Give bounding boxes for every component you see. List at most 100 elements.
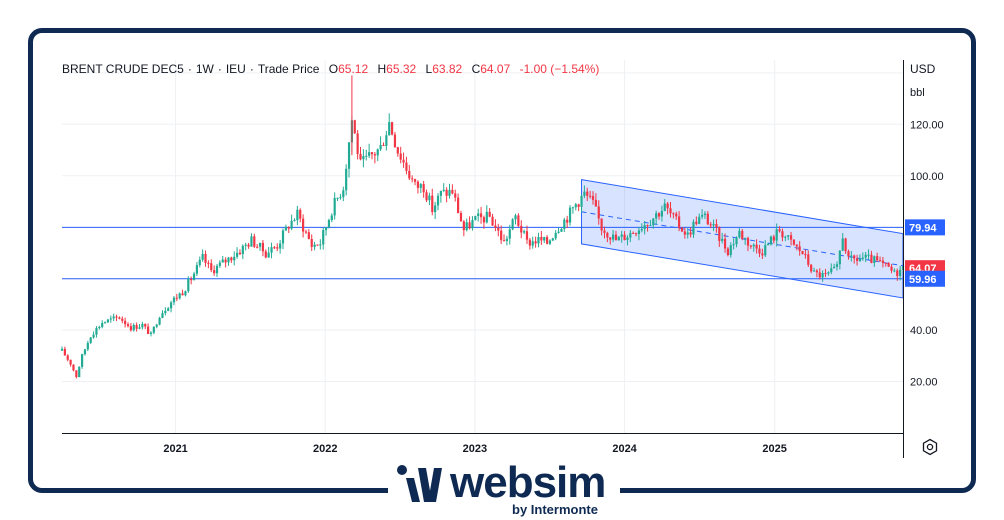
candle-body bbox=[195, 265, 199, 274]
candle-body bbox=[462, 221, 465, 231]
candle-body bbox=[299, 209, 302, 219]
candle-body bbox=[261, 242, 265, 252]
candle-body bbox=[190, 278, 193, 281]
candle-body bbox=[873, 256, 876, 263]
candle-body bbox=[353, 120, 356, 134]
candle-body bbox=[611, 234, 615, 240]
legend-close: 64.07 bbox=[480, 62, 511, 76]
candle-body bbox=[98, 326, 101, 329]
candle-body bbox=[548, 240, 552, 244]
candle-body bbox=[833, 266, 836, 269]
candle-body bbox=[712, 223, 715, 226]
candle-body bbox=[818, 272, 821, 278]
candle-body bbox=[281, 230, 285, 244]
candle-body bbox=[643, 225, 646, 230]
candle-body bbox=[345, 168, 348, 191]
candle-body bbox=[482, 217, 486, 223]
legend-open: 65.12 bbox=[338, 62, 369, 76]
candle-body bbox=[723, 238, 727, 249]
candle-body bbox=[732, 244, 735, 246]
candle-body bbox=[181, 293, 184, 296]
unit-label: bbl bbox=[910, 87, 925, 99]
candle-body bbox=[155, 324, 158, 327]
candle-body bbox=[686, 232, 689, 235]
horizontal-lines[interactable] bbox=[62, 226, 903, 280]
candle-body bbox=[594, 199, 597, 207]
candle-body bbox=[623, 234, 626, 241]
candle-body bbox=[864, 254, 867, 258]
candle-body bbox=[683, 231, 686, 235]
candle-body bbox=[256, 246, 259, 248]
candle-body bbox=[744, 238, 747, 240]
currency-label[interactable]: USD bbox=[910, 62, 936, 76]
candle-body bbox=[178, 293, 181, 299]
candle-body bbox=[494, 225, 497, 228]
candle-body bbox=[287, 226, 290, 229]
candle-body bbox=[112, 316, 115, 319]
candle-body bbox=[861, 257, 864, 259]
candle-body bbox=[646, 225, 649, 227]
candle-body bbox=[752, 244, 755, 247]
candle-body bbox=[474, 216, 477, 221]
candle-body bbox=[253, 236, 256, 247]
candle-body bbox=[69, 359, 72, 365]
candle-body bbox=[342, 190, 345, 198]
candle-body bbox=[103, 322, 107, 324]
candle-body bbox=[577, 204, 580, 207]
candle-body bbox=[614, 234, 618, 241]
candle-body bbox=[187, 278, 190, 292]
candle-body bbox=[887, 263, 890, 267]
candle-body bbox=[448, 189, 451, 196]
candle-body bbox=[258, 242, 262, 247]
candle-body bbox=[184, 291, 187, 296]
candle-body bbox=[528, 239, 531, 246]
candle-body bbox=[890, 266, 893, 271]
candle-body bbox=[316, 244, 319, 246]
candle-body bbox=[505, 238, 508, 241]
candle-body bbox=[235, 252, 239, 257]
candle-body bbox=[451, 189, 454, 194]
candle-body bbox=[626, 237, 629, 241]
candle-body bbox=[617, 236, 620, 241]
candle-body bbox=[775, 229, 778, 241]
candle-body bbox=[583, 191, 586, 196]
candle-body bbox=[385, 135, 388, 146]
candle-body bbox=[551, 238, 554, 241]
candle-body bbox=[390, 122, 394, 135]
candle-body bbox=[454, 193, 457, 198]
candle-body bbox=[402, 159, 405, 163]
badge-lower-line-bg bbox=[905, 270, 945, 287]
badge-lower-line: 59.96 bbox=[909, 274, 937, 286]
candle-body bbox=[729, 245, 732, 256]
candle-body bbox=[543, 237, 546, 241]
badge-upper-line: 79.94 bbox=[909, 222, 937, 234]
candle-body bbox=[72, 364, 75, 371]
candle-body bbox=[302, 218, 305, 232]
candle-body bbox=[465, 222, 468, 231]
y-tick-label: 20.00 bbox=[910, 377, 938, 389]
candle-body bbox=[491, 216, 494, 226]
settings-gear-icon[interactable] bbox=[921, 438, 939, 456]
candle-body bbox=[531, 241, 534, 246]
candle-body bbox=[152, 326, 155, 333]
candle-body bbox=[247, 244, 250, 247]
candle-body bbox=[789, 235, 793, 240]
candle-body bbox=[485, 211, 488, 223]
candle-body bbox=[764, 245, 767, 256]
candle-body bbox=[637, 230, 641, 235]
candle-body bbox=[89, 337, 92, 343]
legend-high-key: H bbox=[377, 62, 387, 76]
candle-body bbox=[537, 236, 540, 244]
candle-body bbox=[66, 355, 69, 360]
candle-body bbox=[603, 230, 606, 233]
candle-body bbox=[86, 342, 89, 350]
candle-body bbox=[804, 254, 807, 256]
candle-body bbox=[115, 316, 118, 318]
candle-body bbox=[514, 215, 517, 220]
candle-body bbox=[132, 324, 135, 331]
candle-body bbox=[324, 227, 328, 231]
candle-body bbox=[330, 215, 333, 221]
candle-body bbox=[439, 190, 442, 196]
candle-body bbox=[706, 213, 709, 225]
